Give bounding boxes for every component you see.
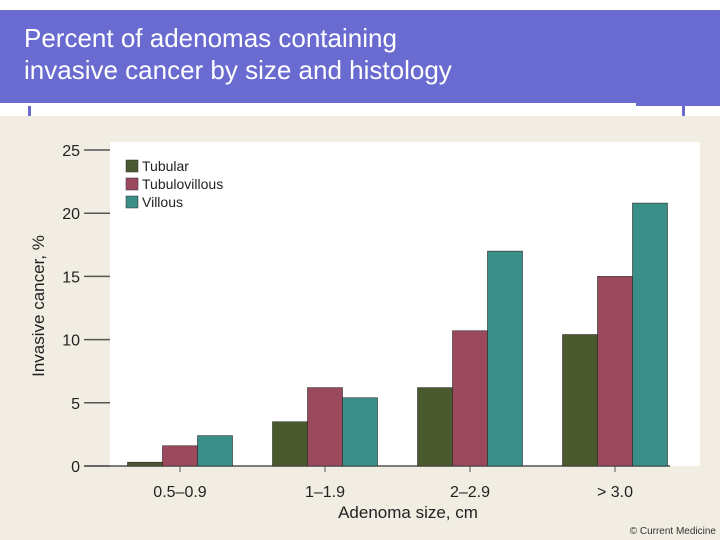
- legend-label: Tubular: [142, 158, 189, 174]
- bar-tubulovillous: [597, 276, 633, 467]
- header-tick-left: [28, 106, 31, 116]
- bar-tubulovillous: [162, 445, 198, 467]
- copyright-notice: © Current Medicine: [629, 526, 716, 537]
- y-tick-label: 0: [71, 459, 80, 476]
- bar-villous: [487, 250, 523, 467]
- bar-villous: [197, 435, 233, 467]
- y-tick-label: 25: [62, 143, 80, 160]
- legend-swatch: [125, 195, 139, 209]
- header-accent: [692, 10, 720, 106]
- y-axis: 0 5 10 15 20 25: [62, 143, 110, 476]
- y-tick-label: 20: [62, 206, 80, 223]
- slide-title: Percent of adenomas containing invasive …: [24, 23, 452, 85]
- y-tick-label: 10: [62, 333, 80, 350]
- legend-label: Villous: [142, 194, 183, 210]
- x-axis: 0.5–0.9 1–1.9 2–2.9 > 3.0: [84, 465, 670, 501]
- bar-chart: 0 5 10 15 20 25 0.5–0.9 1–1.9 2–2.9 > 3.0 Tubula…: [29, 142, 700, 522]
- y-tick-label: 5: [71, 396, 80, 413]
- header-rule: [0, 103, 636, 106]
- y-axis-label: Invasive cancer, %: [29, 235, 48, 377]
- bar-tubular: [562, 334, 598, 467]
- header-tick-right: [682, 106, 685, 116]
- x-tick-label: 0.5–0.9: [153, 484, 206, 501]
- x-tick-label: 2–2.9: [450, 484, 490, 501]
- x-tick-label: > 3.0: [597, 484, 633, 501]
- figure-panel: 0 5 10 15 20 25 0.5–0.9 1–1.9 2–2.9 > 3.0 Tubula…: [0, 116, 720, 540]
- x-axis-label: Adenoma size, cm: [338, 503, 478, 522]
- bar-villous: [342, 397, 378, 467]
- bar-tubular: [417, 387, 453, 467]
- slide-header: Percent of adenomas containing invasive …: [0, 10, 720, 106]
- bar-tubular: [272, 421, 308, 467]
- legend-swatch: [125, 177, 139, 191]
- bar-villous: [632, 202, 668, 467]
- legend: Tubular Tubulovillous Villous: [125, 158, 223, 210]
- y-tick-label: 15: [62, 269, 80, 286]
- bar-tubulovillous: [307, 387, 343, 467]
- bars: [127, 202, 668, 467]
- bar-tubular: [127, 461, 163, 467]
- legend-label: Tubulovillous: [142, 176, 223, 192]
- x-tick-label: 1–1.9: [305, 484, 345, 501]
- bar-tubulovillous: [452, 330, 488, 467]
- legend-swatch: [125, 159, 139, 173]
